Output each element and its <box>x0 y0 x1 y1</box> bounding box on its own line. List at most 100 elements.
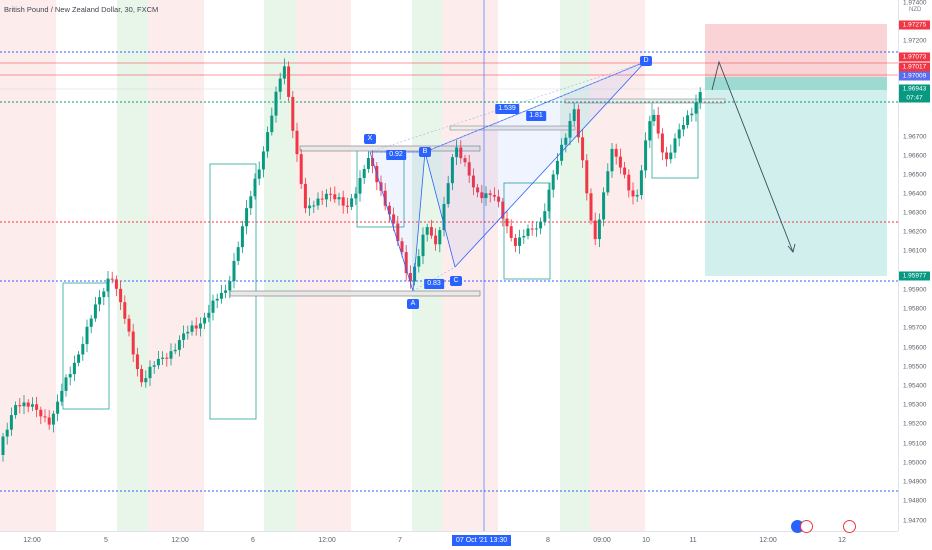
session-band <box>412 0 442 531</box>
time-tick-label: 12:00 <box>759 537 777 544</box>
candle-body <box>585 160 589 194</box>
candle-body <box>329 193 333 195</box>
candle-body <box>240 226 244 248</box>
session-band <box>117 0 148 531</box>
price-tick-label: 1.97400 <box>903 0 927 7</box>
candle-body <box>47 417 51 425</box>
candle-body <box>673 138 677 153</box>
price-tick-label: 1.95200 <box>903 420 927 428</box>
time-tick-label: 12:00 <box>171 537 189 544</box>
candle-body <box>316 198 320 206</box>
time-tick-label: 7 <box>398 537 402 544</box>
candle-body <box>127 318 131 332</box>
candle-body <box>320 198 324 200</box>
candle-body <box>135 354 139 370</box>
price-tick-label: 1.96200 <box>903 228 927 236</box>
candle-body <box>261 151 265 170</box>
candle-body <box>43 416 47 418</box>
candle-body <box>446 183 450 205</box>
price-tick-label: 1.96500 <box>903 171 927 179</box>
candle-body <box>148 366 152 379</box>
candle-body <box>224 290 228 293</box>
arrow-head-icon <box>787 243 796 253</box>
candle-body <box>686 115 690 125</box>
candle-body <box>459 147 463 159</box>
economic-event-icon[interactable] <box>843 520 856 533</box>
candle-body <box>345 205 349 207</box>
pattern-point-label: D <box>640 56 652 66</box>
candle-body <box>690 113 694 116</box>
candle-body <box>639 170 643 195</box>
candle-body <box>93 304 97 319</box>
candle-body <box>547 189 551 212</box>
price-tag: 1.97009 <box>899 71 930 81</box>
time-tick-label: 12 <box>838 537 846 544</box>
candle-body <box>30 404 34 407</box>
candle-body <box>564 137 568 145</box>
candle-body <box>35 404 39 410</box>
candle-body <box>417 256 421 267</box>
candle-body <box>488 193 492 195</box>
session-band <box>0 0 56 531</box>
price-tick-label: 1.94900 <box>903 478 927 486</box>
price-tick-label: 1.95100 <box>903 440 927 448</box>
stop-loss-zone <box>705 24 887 77</box>
session-band <box>296 0 351 531</box>
zone-rectangle <box>62 282 110 410</box>
price-tick-label: 1.96100 <box>903 247 927 255</box>
currency-label: NZD <box>909 7 922 13</box>
candle-body <box>518 237 522 246</box>
candle-body <box>576 109 580 138</box>
candle-body <box>681 124 685 130</box>
candle-body <box>497 196 501 202</box>
symbol-title: British Pound / New Zealand Dollar, 30, … <box>4 5 159 14</box>
zone-line <box>564 98 726 104</box>
fib-ratio-label: 1.81 <box>526 111 546 121</box>
candle-body <box>677 129 681 139</box>
candle-body <box>656 114 660 134</box>
price-tick-label: 1.95800 <box>903 305 927 313</box>
candle-body <box>291 96 295 131</box>
candle-body <box>660 133 664 153</box>
candle-body <box>64 377 68 391</box>
candle-body <box>77 354 81 363</box>
support-zone <box>229 290 481 297</box>
price-tick-label: 1.95900 <box>903 286 927 294</box>
candle-body <box>341 197 345 206</box>
candle-body <box>131 331 135 355</box>
candle-body <box>501 201 505 219</box>
candle-body <box>434 235 438 245</box>
candle-body <box>404 252 408 274</box>
candle-body <box>278 78 282 92</box>
candle-body <box>539 221 543 229</box>
time-tick-label: 6 <box>251 537 255 544</box>
candle-body <box>207 312 211 318</box>
candle-body <box>644 140 648 171</box>
candle-body <box>362 168 366 179</box>
candle-body <box>161 357 165 359</box>
pattern-point-label: X <box>364 134 376 144</box>
calendar-event-icon[interactable] <box>800 520 813 533</box>
candle-body <box>287 66 291 97</box>
candle-body <box>22 402 26 407</box>
candle-body <box>81 344 85 355</box>
candle-body <box>408 273 412 282</box>
price-tag: 1.95977 <box>899 271 930 281</box>
candle-body <box>177 339 181 350</box>
candle-body <box>421 234 425 257</box>
candle-body <box>450 157 454 184</box>
fib-ratio-label: 0.92 <box>386 150 406 160</box>
time-axis[interactable] <box>0 531 898 550</box>
crosshair-date-label: 07 Oct '21 13:30 <box>452 535 512 546</box>
candle-body <box>203 317 207 324</box>
candle-body <box>555 160 559 175</box>
candle-body <box>274 91 278 116</box>
candle-body <box>295 130 299 155</box>
candle-body <box>442 204 446 231</box>
candle-body <box>337 197 341 200</box>
entry-zone <box>705 77 887 90</box>
candle-body <box>232 260 236 282</box>
candle-body <box>324 193 328 200</box>
